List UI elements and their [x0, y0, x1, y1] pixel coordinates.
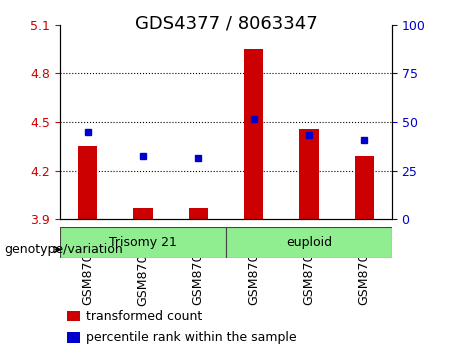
Text: Trisomy 21: Trisomy 21 [109, 236, 177, 249]
Text: transformed count: transformed count [87, 310, 203, 323]
Bar [299, 129, 319, 219]
Bar [133, 208, 153, 219]
Bar [355, 156, 374, 219]
FancyBboxPatch shape [60, 227, 226, 258]
Text: euploid: euploid [286, 236, 332, 249]
FancyBboxPatch shape [226, 227, 392, 258]
Text: genotype/variation: genotype/variation [5, 243, 124, 256]
Bar [189, 208, 208, 219]
Bar [66, 311, 80, 321]
Bar [66, 332, 80, 343]
Text: percentile rank within the sample: percentile rank within the sample [87, 331, 297, 344]
Bar [60, 227, 392, 258]
Text: GDS4377 / 8063347: GDS4377 / 8063347 [135, 14, 317, 32]
Bar [78, 147, 97, 219]
Bar [244, 49, 263, 219]
